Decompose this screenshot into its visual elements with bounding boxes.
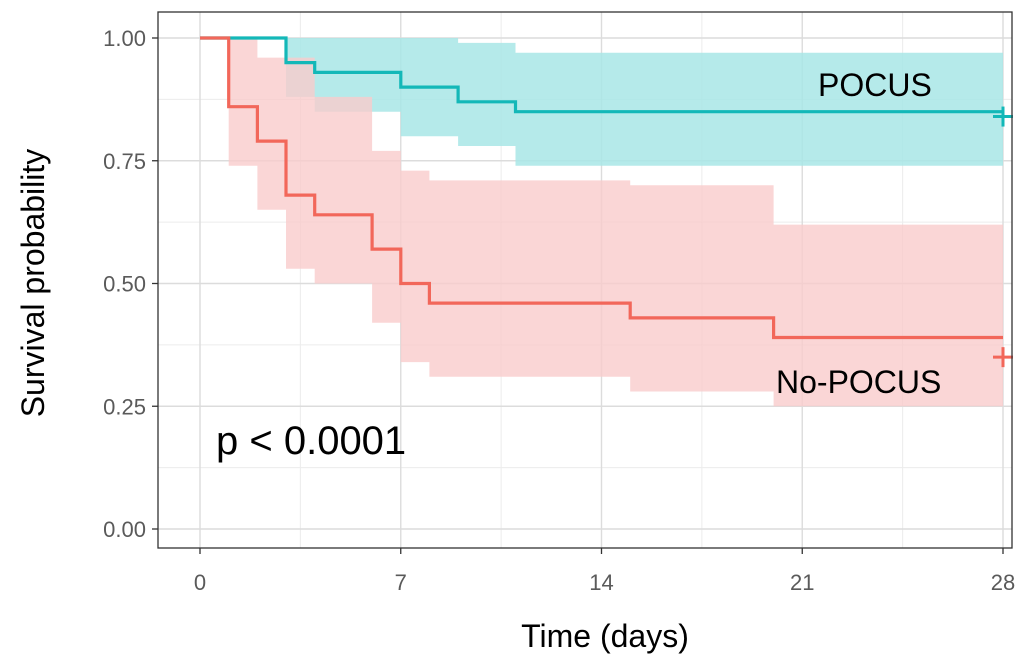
panel-border — [157, 11, 1013, 549]
y-tick-label: 0.50 — [103, 272, 146, 297]
x-axis-title: Time (days) — [521, 618, 689, 654]
confidence-band-no-pocus — [200, 38, 1003, 407]
series-label-pocus: POCUS — [818, 67, 932, 103]
y-tick-label: 0.25 — [103, 394, 146, 419]
survival-curve-pocus — [200, 36, 1003, 114]
y-tick-label: 0.00 — [103, 517, 146, 542]
survival-curve-no-pocus — [200, 36, 1003, 340]
confidence-band-pocus — [200, 38, 1003, 166]
x-tick-label: 7 — [395, 570, 407, 595]
x-tick-label: 0 — [194, 570, 206, 595]
confidence-bands — [200, 38, 1003, 407]
x-tick-label: 28 — [991, 570, 1015, 595]
y-tick-label: 1.00 — [103, 26, 146, 51]
y-tick-label: 0.75 — [103, 149, 146, 174]
axis-ticks: 0 7 14 21 28 0.00 0.25 0.50 0.75 1.00 — [103, 26, 1015, 595]
series-label-no-pocus: No-POCUS — [776, 364, 941, 400]
survival-curves — [200, 36, 1013, 368]
x-tick-label: 21 — [790, 570, 814, 595]
x-tick-label: 14 — [589, 570, 613, 595]
p-value-annotation: p < 0.0001 — [216, 419, 406, 463]
y-axis-title: Survival probability — [15, 149, 51, 418]
